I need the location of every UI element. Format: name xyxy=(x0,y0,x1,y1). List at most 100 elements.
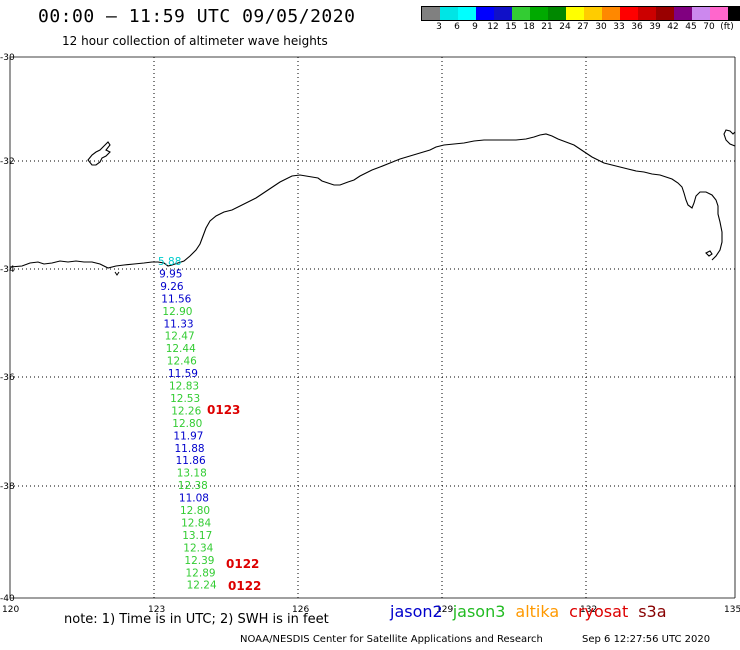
colorbar-label: 27 xyxy=(577,22,589,32)
colorbar-label: 18 xyxy=(523,22,535,32)
wave-height-reading: 12.89 xyxy=(186,567,216,579)
wave-height-reading: 12.80 xyxy=(172,418,202,430)
wave-height-reading: 11.59 xyxy=(168,368,198,380)
colorbar-swatch xyxy=(584,7,602,20)
wave-height-reading: 12.83 xyxy=(169,381,199,393)
wave-height-reading: 13.18 xyxy=(177,468,207,480)
legend-s3a: s3a xyxy=(638,602,667,621)
wave-height-reading: 12.53 xyxy=(170,393,200,405)
colorbar-label: 39 xyxy=(649,22,661,32)
colorbar-swatch xyxy=(728,7,740,20)
wave-height-reading: 11.33 xyxy=(164,318,194,330)
longitude-label: 123 xyxy=(148,605,165,615)
colorbar-swatch xyxy=(710,7,728,20)
colorbar-label: 21 xyxy=(541,22,553,32)
colorbar-label: (ft) xyxy=(720,22,734,32)
colorbar-labels: 3 6 9 12 15 18 21 24 27 30 33 36 39 42 45 70 (ft) xyxy=(421,22,740,34)
wave-height-reading: 11.86 xyxy=(176,455,206,467)
colorbar-label: 42 xyxy=(667,22,679,32)
wave-height-reading: 12.39 xyxy=(184,555,214,567)
wave-height-reading: 12.34 xyxy=(183,542,213,554)
wave-height-reading: 12.26 xyxy=(171,405,201,417)
longitude-label: 132 xyxy=(580,605,597,615)
latitude-label: -40 xyxy=(0,594,15,604)
wave-height-reading: 9.26 xyxy=(160,281,184,293)
colorbar-label: 24 xyxy=(559,22,571,32)
recherche-island xyxy=(87,141,111,166)
latitude-label: -32 xyxy=(0,157,15,167)
wave-height-reading: 12.46 xyxy=(167,356,197,368)
axis-ticks: 120 123 126 129 132 135 -30 -32 -34 -36 -38 -40 xyxy=(0,53,740,615)
colorbar-swatch xyxy=(620,7,638,20)
wave-height-reading: 11.56 xyxy=(161,293,191,305)
wave-height-colorbar xyxy=(421,6,740,21)
satellite-legend: jason2 jason3 altika cryosat s3a xyxy=(390,602,667,621)
colorbar-label: 36 xyxy=(631,22,643,32)
longitude-label: 129 xyxy=(436,605,453,615)
wave-height-reading: 12.44 xyxy=(166,343,196,355)
latitude-label: -30 xyxy=(0,53,15,63)
latitude-label: -36 xyxy=(0,373,15,383)
kangaroo-island xyxy=(705,250,713,257)
legend-jason3: jason3 xyxy=(452,602,506,621)
colorbar-label: 3 xyxy=(436,22,442,32)
pass-time-labels: 0123 0122 0122 xyxy=(207,403,261,593)
wave-height-reading: 9.95 xyxy=(159,268,182,280)
colorbar-label: 6 xyxy=(454,22,460,32)
colorbar-swatch xyxy=(656,7,674,20)
colorbar-swatch xyxy=(566,7,584,20)
wave-height-reading: 12.84 xyxy=(181,517,211,529)
colorbar-swatch xyxy=(638,7,656,20)
latitude-label: -38 xyxy=(0,482,15,492)
wave-height-reading: 12.47 xyxy=(165,331,195,343)
colorbar-swatch xyxy=(440,7,458,20)
colorbar-label: 70 xyxy=(703,22,715,32)
wave-height-reading: 5.88 xyxy=(158,256,181,268)
coastline xyxy=(9,133,723,269)
credit-line: NOAA/NESDIS Center for Satellite Applica… xyxy=(240,634,543,645)
wave-height-reading: 11.97 xyxy=(173,430,203,442)
colorbar-label: 30 xyxy=(595,22,607,32)
coastline-east xyxy=(723,129,736,147)
pass-time-label: 0122 xyxy=(226,557,259,571)
footnote: note: 1) Time is in UTC; 2) SWH is in fe… xyxy=(64,612,329,627)
latitude-label: -34 xyxy=(0,265,15,275)
colorbar-label: 12 xyxy=(487,22,499,32)
colorbar-swatch xyxy=(476,7,494,20)
colorbar-swatch xyxy=(458,7,476,20)
wave-height-reading: 12.24 xyxy=(187,580,217,592)
colorbar-label: 45 xyxy=(685,22,697,32)
small-islet xyxy=(114,271,120,276)
pass-time-label: 0123 xyxy=(207,403,240,417)
map-subtitle: 12 hour collection of altimeter wave hei… xyxy=(62,34,328,48)
graticule xyxy=(10,57,735,598)
longitude-label: 126 xyxy=(292,605,309,615)
colorbar-swatch xyxy=(674,7,692,20)
legend-altika: altika xyxy=(515,602,560,621)
wave-height-readings: 5.889.959.2611.5612.9011.3312.4712.4412.… xyxy=(158,256,217,592)
colorbar-swatch xyxy=(422,7,440,20)
wave-height-reading: 13.17 xyxy=(182,530,212,542)
colorbar-swatch xyxy=(692,7,710,20)
wave-height-reading: 11.08 xyxy=(179,493,209,505)
wave-height-reading: 11.88 xyxy=(175,443,205,455)
wave-height-reading: 12.80 xyxy=(180,505,210,517)
colorbar-swatch xyxy=(530,7,548,20)
colorbar-swatch xyxy=(512,7,530,20)
wave-height-reading: 12.38 xyxy=(178,480,208,492)
legend-cryosat: cryosat xyxy=(569,602,629,621)
legend-jason2: jason2 xyxy=(390,602,443,621)
wave-height-reading: 12.90 xyxy=(162,306,192,318)
map-title: 00:00 – 11:59 UTC 09/05/2020 xyxy=(38,6,356,27)
colorbar-swatch xyxy=(548,7,566,20)
generated-timestamp: Sep 6 12:27:56 UTC 2020 xyxy=(582,634,711,645)
pass-time-label: 0122 xyxy=(228,579,261,593)
colorbar-swatch xyxy=(602,7,620,20)
longitude-label: 135 xyxy=(724,605,740,615)
colorbar-label: 9 xyxy=(472,22,478,32)
colorbar-label: 15 xyxy=(505,22,517,32)
longitude-label: 120 xyxy=(2,605,19,615)
colorbar-swatch xyxy=(494,7,512,20)
colorbar-label: 33 xyxy=(613,22,625,32)
